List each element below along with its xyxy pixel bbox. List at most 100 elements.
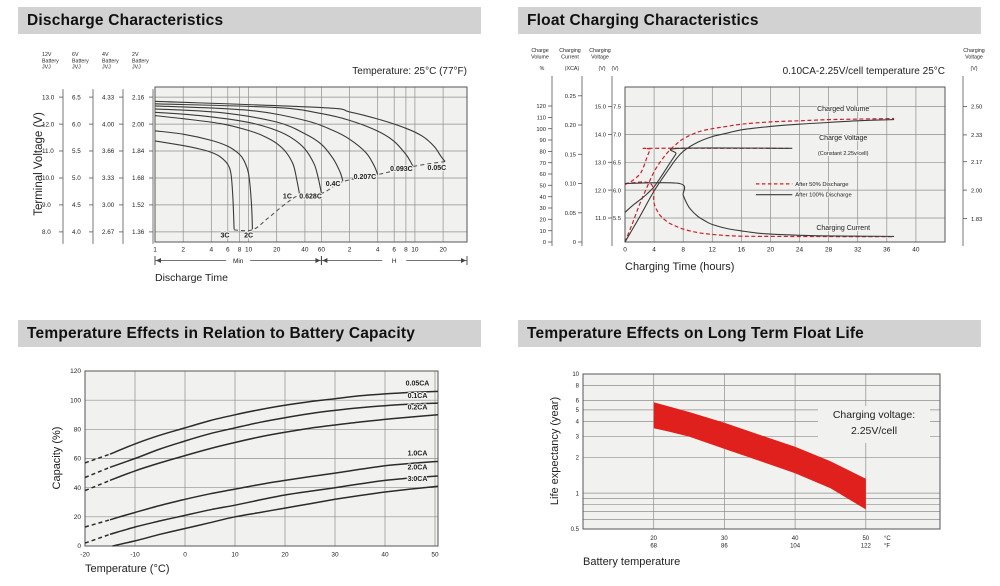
svg-text:6: 6 [392,247,396,254]
curve-0.1CA-dashed [84,466,111,479]
svg-text:2.33: 2.33 [971,133,982,139]
svg-text:86: 86 [721,544,728,550]
svg-text:6: 6 [576,399,580,405]
section-title-float-charging: Float Charging Characteristics [518,7,981,34]
section-title-temp-capacity: Temperature Effects in Relation to Batte… [18,320,481,347]
svg-text:60: 60 [540,172,546,178]
svg-text:6.5: 6.5 [613,161,621,167]
grid [624,87,946,242]
svg-text:6.5: 6.5 [72,94,81,101]
x-axis-ticks: -20 -10 0 10 20 30 40 50 [80,552,439,559]
svg-text:Charging: Charging [963,48,985,54]
curve-charging-current-100 [624,182,895,237]
x-axis-ticks: 1 2 4 6 8 10 20 40 60 2 4 6 8 10 20 [153,247,447,254]
y-axis-title: Capacity (%) [51,427,63,490]
svg-text:0.20: 0.20 [565,123,576,129]
svg-text:Charging: Charging [559,48,581,54]
svg-text:36: 36 [883,247,891,254]
label-charging-current: Charging Current [816,225,870,232]
curve-label-0.2CA: 0.2CA [408,405,428,412]
svg-text:1: 1 [153,247,157,254]
curve-charge-voltage-100 [624,147,793,213]
plot-border [624,86,946,243]
svg-text:Battery: Battery [72,58,89,64]
svg-text:8: 8 [681,247,685,254]
label--constant-2-25v-cell-: (Constant 2.25v/cell) [818,151,869,157]
svg-text:4.00: 4.00 [102,121,115,128]
label-charged-volume: Charged Volume [817,106,869,113]
svg-text:28: 28 [825,247,833,254]
svg-text:5.5: 5.5 [613,216,621,222]
svg-text:0.05: 0.05 [565,211,576,217]
svg-text:5.5: 5.5 [72,148,81,155]
svg-text:90: 90 [540,138,546,144]
plot-border [582,373,941,530]
svg-text:2: 2 [576,456,580,462]
x-axis-title: Discharge Time [155,272,228,284]
annotation-line1: Charging voltage: [833,409,915,421]
svg-text:4: 4 [652,247,656,254]
svg-text:Current: Current [561,55,579,61]
curve-0.628C [154,111,322,194]
svg-text:2.50: 2.50 [971,105,982,111]
svg-text:(V): (V) [611,66,618,72]
curve-charge-voltage-50 [624,147,789,186]
svg-text:6: 6 [226,247,230,254]
svg-text:60: 60 [318,247,326,254]
svg-text:14.0: 14.0 [595,133,606,139]
curve-label-0.05CA: 0.05CA [406,381,430,388]
svg-text:Battery: Battery [42,58,59,64]
svg-text:10: 10 [231,552,239,559]
svg-text:40: 40 [381,552,389,559]
svg-text:0.5: 0.5 [571,527,580,533]
svg-text:1: 1 [576,491,580,497]
unit-fahrenheit: °F [884,544,890,550]
curve-0.4C [154,108,344,182]
svg-text:104: 104 [790,544,801,550]
curve-charged-volume-50 [624,117,895,243]
svg-text:13.0: 13.0 [595,161,606,167]
svg-text:3.66: 3.66 [102,148,115,155]
svg-text:120: 120 [536,104,546,110]
svg-text:16: 16 [738,247,746,254]
svg-text:13.0: 13.0 [42,94,55,101]
svg-text:JVJ: JVJ [132,65,141,71]
float-life-chart: Charging voltage:2.25V/cell1086543210.52… [549,372,941,568]
svg-text:0: 0 [77,543,81,550]
svg-text:2.16: 2.16 [132,94,145,101]
svg-text:100: 100 [536,127,546,133]
svg-text:4: 4 [209,247,213,254]
svg-text:40: 40 [540,195,546,201]
svg-text:8: 8 [576,384,580,390]
svg-text:12: 12 [709,247,717,254]
svg-text:10: 10 [540,229,546,235]
svg-text:30: 30 [721,536,728,542]
svg-text:Voltage: Voltage [591,55,609,61]
svg-text:(XCA): (XCA) [565,66,580,72]
curve-charging-current-50 [624,181,895,238]
curve-0.093C [154,103,414,167]
curve-label-2.0CA: 2.0CA [408,464,428,471]
svg-text:1.83: 1.83 [971,217,982,223]
svg-text:5: 5 [576,408,580,414]
svg-text:20: 20 [281,552,289,559]
svg-text:1.52: 1.52 [132,202,145,209]
svg-text:110: 110 [537,116,546,122]
curve-2.0CA [109,475,439,536]
svg-text:4.5: 4.5 [72,202,81,209]
svg-text:68: 68 [650,544,657,550]
svg-text:0.25: 0.25 [565,94,576,100]
svg-text:After 50% Discharge: After 50% Discharge [795,182,848,188]
svg-text:Battery: Battery [102,58,119,64]
svg-text:Charge: Charge [531,48,548,54]
curve-2C [154,130,253,230]
curve-label-3C: 3C [221,233,230,240]
svg-text:40: 40 [792,536,799,542]
svg-text:50: 50 [431,552,439,559]
